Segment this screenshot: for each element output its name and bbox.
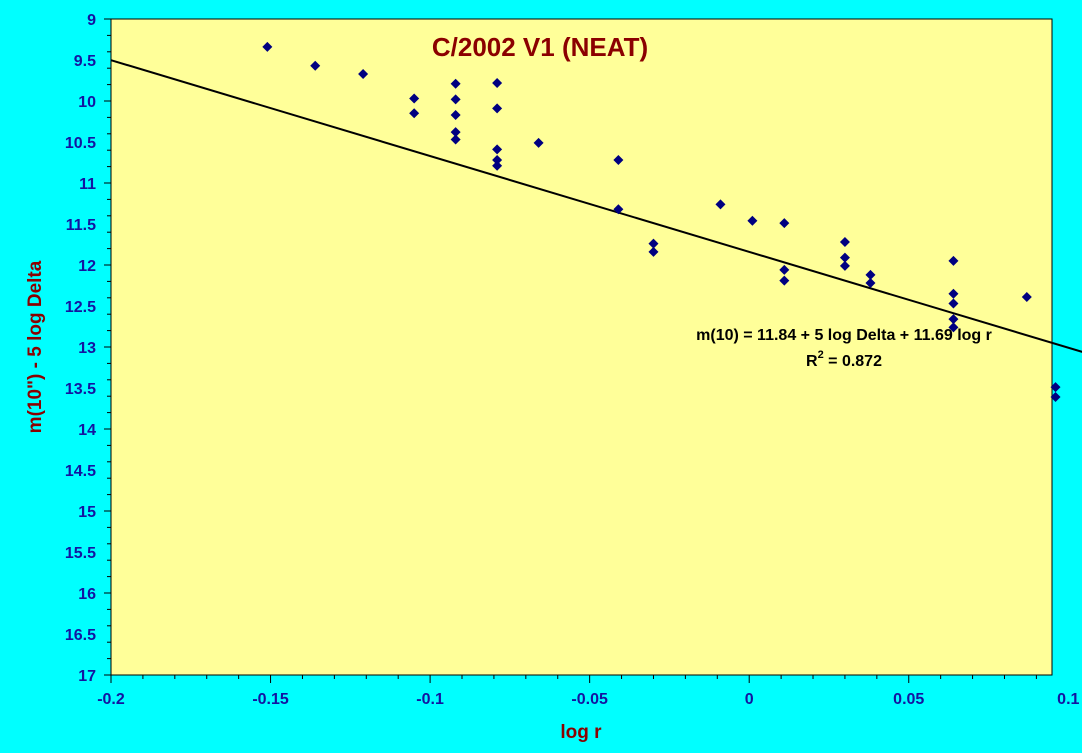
data-point — [865, 269, 876, 280]
data-point — [648, 238, 659, 249]
data-point — [262, 41, 273, 52]
data-point — [779, 264, 790, 275]
y-tick-label: 13.5 — [65, 381, 96, 398]
data-point — [1021, 291, 1032, 302]
data-point — [839, 260, 850, 271]
data-point — [715, 199, 726, 210]
data-point — [409, 93, 420, 104]
data-point — [948, 298, 959, 309]
x-tick-label: -0.15 — [252, 691, 289, 708]
y-tick-label: 14.5 — [65, 463, 96, 480]
data-point — [1050, 392, 1061, 403]
chart-title: C/2002 V1 (NEAT) — [432, 32, 648, 62]
data-point — [450, 134, 461, 145]
data-point — [492, 144, 503, 155]
y-tick-label: 9.5 — [74, 53, 96, 70]
r-squared-prefix: R — [806, 353, 818, 370]
x-tick-label: -0.2 — [97, 691, 125, 708]
data-point — [450, 94, 461, 105]
data-point — [948, 288, 959, 299]
plot-area — [110, 18, 1053, 676]
x-tick-label: 0.05 — [893, 691, 924, 708]
y-tick-label: 16 — [78, 586, 96, 603]
y-tick-label: 14 — [78, 422, 96, 439]
data-point — [613, 155, 624, 166]
y-tick-label: 10 — [78, 94, 96, 111]
y-tick-label: 15.5 — [65, 545, 96, 562]
y-axis-tick-labels: 9 9.5 10 10.5 11 11.5 12 12.5 13 13.5 14 14.5 15 15.5… — [65, 12, 96, 685]
y-tick-label: 13 — [78, 340, 96, 357]
data-point — [948, 314, 959, 325]
data-point — [1050, 382, 1061, 393]
y-axis-label: m(10") - 5 log Delta — [25, 260, 46, 433]
data-point — [492, 103, 503, 114]
r-squared-superscript: 2 — [818, 349, 824, 361]
data-point — [492, 160, 503, 171]
data-point — [450, 78, 461, 89]
y-tick-label: 12 — [78, 258, 96, 275]
trendline — [110, 59, 1082, 353]
y-tick-label: 11 — [79, 176, 96, 193]
data-point — [409, 108, 420, 119]
data-point — [310, 60, 321, 71]
r-squared-value: = 0.872 — [824, 353, 882, 370]
data-point — [613, 204, 624, 215]
x-axis-tick-labels: -0.2-0.15-0.1-0.0500.050.10.150.20.250.3… — [97, 691, 1079, 708]
data-point — [779, 218, 790, 229]
y-tick-label: 15 — [78, 504, 96, 521]
data-point — [865, 278, 876, 289]
y-tick-label: 16.5 — [65, 627, 96, 644]
data-point — [450, 127, 461, 138]
trendline-equation: m(10) = 11.84 + 5 log Delta + 11.69 log … — [696, 327, 992, 344]
data-point — [492, 155, 503, 166]
x-tick-label: -0.05 — [571, 691, 608, 708]
x-tick-label: 0 — [745, 691, 754, 708]
r-squared-label: R2 = 0.872 — [806, 349, 882, 370]
x-axis-ticks — [110, 675, 1037, 683]
y-tick-label: 12.5 — [65, 299, 96, 316]
data-point — [948, 255, 959, 266]
data-point — [839, 237, 850, 248]
data-point — [533, 137, 544, 148]
y-tick-label: 9 — [87, 12, 96, 29]
y-tick-label: 17 — [78, 668, 96, 685]
x-tick-label: -0.1 — [416, 691, 444, 708]
data-point — [648, 246, 659, 257]
data-point — [492, 77, 503, 88]
data-points — [262, 41, 1061, 403]
data-point — [747, 215, 758, 226]
x-axis-label: log r — [560, 722, 602, 743]
data-point — [358, 68, 369, 79]
data-point — [779, 275, 790, 286]
data-point — [839, 252, 850, 263]
data-point — [948, 322, 959, 333]
data-point — [450, 109, 461, 120]
y-tick-label: 10.5 — [65, 135, 96, 152]
x-tick-label: 0.1 — [1057, 691, 1079, 708]
y-tick-label: 11.5 — [66, 217, 96, 234]
y-axis-ticks — [104, 18, 111, 676]
